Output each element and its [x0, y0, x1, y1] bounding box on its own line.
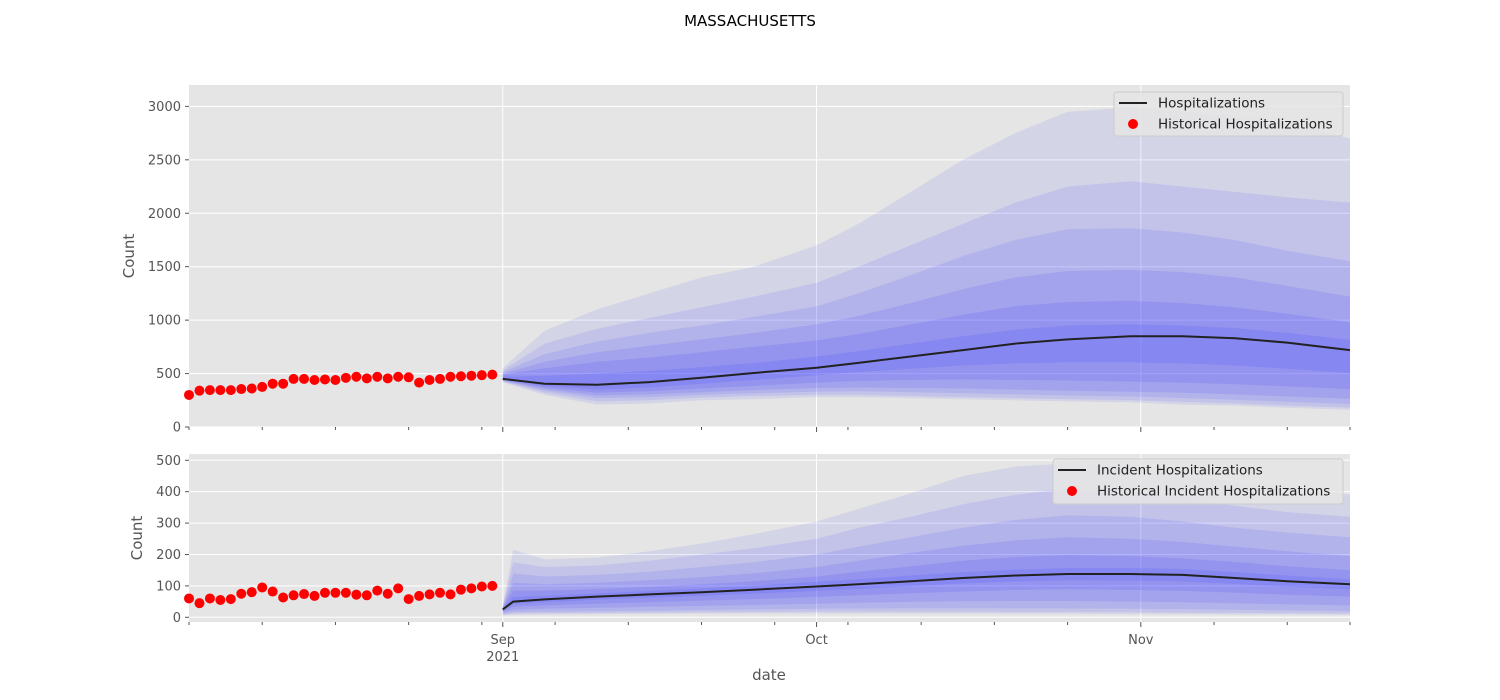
historical-point — [247, 587, 257, 597]
historical-point — [393, 583, 403, 593]
x-tick-label: Oct — [805, 633, 827, 648]
historical-point — [425, 375, 435, 385]
y-tick-label: 2000 — [148, 207, 181, 222]
historical-point — [278, 379, 288, 389]
y-tick-label: 200 — [156, 548, 181, 563]
historical-point — [362, 373, 372, 383]
y-tick-label: 500 — [156, 367, 181, 382]
historical-point — [320, 588, 330, 598]
historical-point — [456, 371, 466, 381]
historical-point — [414, 378, 424, 388]
y-tick-label: 500 — [156, 454, 181, 469]
historical-point — [205, 593, 215, 603]
historical-point — [341, 588, 351, 598]
x-axis-label: date — [752, 666, 786, 684]
historical-point — [362, 590, 372, 600]
y-tick-label: 1000 — [148, 314, 181, 329]
historical-point — [299, 589, 309, 599]
x-tick-label: Nov — [1128, 633, 1154, 648]
y-tick-label: 400 — [156, 485, 181, 500]
historical-point — [215, 385, 225, 395]
historical-point — [268, 379, 278, 389]
historical-point — [425, 589, 435, 599]
hospitalizations-panel: 0 500 1000 1500 2000 2500 3000 Count Hospitaliza… — [120, 85, 1350, 436]
historical-point — [435, 374, 445, 384]
legend-entry: Historical Incident Hospitalizations — [1097, 484, 1330, 500]
historical-point — [330, 588, 340, 598]
historical-point — [383, 373, 393, 383]
historical-point — [247, 384, 257, 394]
historical-point — [445, 589, 455, 599]
historical-point — [289, 590, 299, 600]
historical-point — [351, 590, 361, 600]
historical-point — [487, 581, 497, 591]
historical-point — [393, 372, 403, 382]
historical-point — [341, 373, 351, 383]
historical-point — [215, 595, 225, 605]
historical-point — [184, 390, 194, 400]
y-tick-label: 0 — [173, 611, 181, 626]
figure-title: MASSACHUSETTS — [684, 12, 816, 30]
y-tick-label: 0 — [173, 421, 181, 436]
historical-point — [257, 582, 267, 592]
historical-point — [310, 375, 320, 385]
historical-point — [268, 587, 278, 597]
legend: Incident Hospitalizations Historical Inci… — [1053, 459, 1343, 504]
historical-point — [330, 375, 340, 385]
historical-point — [404, 372, 414, 382]
historical-point — [236, 384, 246, 394]
historical-point — [289, 374, 299, 384]
legend-entry: Incident Hospitalizations — [1097, 463, 1263, 479]
historical-point — [487, 370, 497, 380]
historical-point — [320, 374, 330, 384]
historical-point — [477, 582, 487, 592]
y-tick-label: 300 — [156, 517, 181, 532]
historical-point — [236, 589, 246, 599]
historical-point — [184, 593, 194, 603]
historical-point — [310, 591, 320, 601]
legend: Hospitalizations Historical Hospitalizati… — [1114, 92, 1343, 136]
y-tick-label: 2500 — [148, 153, 181, 168]
historical-point — [351, 372, 361, 382]
historical-point — [372, 586, 382, 596]
historical-point — [383, 589, 393, 599]
historical-point — [414, 591, 424, 601]
historical-point — [456, 585, 466, 595]
y-tick-label: 3000 — [148, 100, 181, 115]
historical-point — [435, 588, 445, 598]
historical-point — [466, 583, 476, 593]
y-tick-label: 100 — [156, 579, 181, 594]
historical-point — [372, 372, 382, 382]
y-tick-label: 1500 — [148, 260, 181, 275]
historical-point — [226, 385, 236, 395]
historical-point — [226, 594, 236, 604]
legend-entry: Historical Hospitalizations — [1158, 117, 1333, 133]
historical-point — [404, 594, 414, 604]
y-axis-label: Count — [128, 516, 146, 561]
legend-entry: Hospitalizations — [1158, 96, 1265, 112]
historical-point — [299, 374, 309, 384]
historical-point — [194, 598, 204, 608]
historical-point — [445, 372, 455, 382]
y-axis-label: Count — [120, 234, 138, 279]
historical-point — [278, 593, 288, 603]
legend-point-swatch — [1128, 119, 1138, 129]
historical-point — [257, 382, 267, 392]
incident-hospitalizations-panel: 0 100 200 300 400 500 Count Sep 2021 Oct Nov Incide… — [128, 454, 1350, 665]
x-tick-sublabel: 2021 — [486, 650, 519, 665]
historical-point — [194, 386, 204, 396]
historical-point — [466, 371, 476, 381]
legend-point-swatch — [1067, 486, 1077, 496]
historical-point — [477, 370, 487, 380]
historical-point — [205, 385, 215, 395]
x-tick-label: Sep — [491, 633, 516, 648]
